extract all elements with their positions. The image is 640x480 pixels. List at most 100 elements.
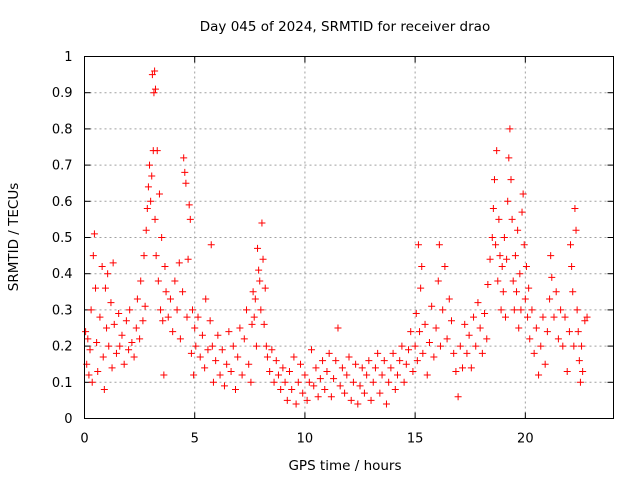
data-point <box>98 262 106 270</box>
data-point <box>323 367 331 375</box>
data-point <box>474 299 482 307</box>
data-point <box>179 288 187 296</box>
y-tick-label: 0.8 <box>52 122 73 137</box>
data-point <box>557 306 565 314</box>
data-point <box>484 281 492 289</box>
data-point <box>255 266 263 274</box>
data-point <box>128 338 136 346</box>
data-point <box>369 378 377 386</box>
data-point <box>254 244 262 252</box>
data-point <box>501 313 509 321</box>
data-point <box>96 313 104 321</box>
x-tick-labels: 0 5 10 15 20 <box>80 432 533 447</box>
data-point <box>214 331 222 339</box>
data-point <box>492 241 500 249</box>
data-point <box>570 342 578 350</box>
data-point <box>387 364 395 372</box>
data-point <box>371 364 379 372</box>
data-point <box>454 393 462 401</box>
data-point <box>223 360 231 368</box>
data-point <box>400 378 408 386</box>
data-point <box>142 226 150 234</box>
x-axis-label: GPS time / hours <box>288 458 401 474</box>
data-point <box>547 252 555 260</box>
data-point <box>579 367 587 375</box>
data-point <box>573 306 581 314</box>
data-point <box>583 313 591 321</box>
data-point <box>268 346 276 354</box>
data-point <box>154 277 162 285</box>
data-point <box>297 360 305 368</box>
data-point <box>343 371 351 379</box>
data-point <box>183 313 191 321</box>
data-point <box>434 277 442 285</box>
data-point <box>550 313 558 321</box>
data-point <box>498 262 506 270</box>
data-point <box>413 357 421 365</box>
data-point <box>305 378 313 386</box>
data-point <box>139 317 147 325</box>
data-point <box>208 342 216 350</box>
data-point <box>216 371 224 379</box>
data-point <box>301 371 309 379</box>
data-point <box>243 306 251 314</box>
data-point <box>251 295 259 303</box>
data-point <box>345 353 353 361</box>
data-point <box>288 386 296 394</box>
data-point <box>184 255 192 263</box>
data-point <box>100 386 108 394</box>
data-point <box>176 335 184 343</box>
data-point <box>510 306 518 314</box>
data-point <box>116 342 124 350</box>
data-point <box>495 215 503 223</box>
data-point <box>463 349 471 357</box>
data-point <box>191 324 199 332</box>
data-point <box>290 353 298 361</box>
data-point <box>229 342 237 350</box>
data-point <box>118 331 126 339</box>
data-point <box>87 306 95 314</box>
data-point <box>159 317 167 325</box>
data-point <box>182 179 190 187</box>
data-point <box>378 371 386 379</box>
data-point <box>409 367 417 375</box>
data-point <box>352 360 360 368</box>
data-point <box>418 262 426 270</box>
data-point <box>374 349 382 357</box>
data-point <box>518 208 526 216</box>
data-point <box>231 386 239 394</box>
data-point <box>511 252 519 260</box>
data-point <box>319 357 327 365</box>
data-point <box>281 378 289 386</box>
data-point <box>151 67 159 75</box>
data-point <box>155 190 163 198</box>
data-point <box>262 342 270 350</box>
y-tick-label: 0.1 <box>52 376 73 391</box>
data-point <box>421 320 429 328</box>
data-point <box>578 342 586 350</box>
data-point <box>86 346 94 354</box>
data-point <box>443 335 451 343</box>
data-point <box>225 328 233 336</box>
data-point <box>171 277 179 285</box>
data-point <box>316 375 324 383</box>
data-point <box>180 154 188 162</box>
data-point <box>439 306 447 314</box>
data-point <box>559 342 567 350</box>
data-point <box>486 255 494 263</box>
data-point <box>521 295 529 303</box>
data-point <box>416 328 424 336</box>
data-point <box>481 310 489 318</box>
data-point <box>196 353 204 361</box>
data-point <box>299 389 307 397</box>
data-point <box>530 349 538 357</box>
data-point <box>363 371 371 379</box>
data-point <box>461 320 469 328</box>
data-point <box>109 259 117 267</box>
data-point <box>258 219 266 227</box>
data-point <box>525 284 533 292</box>
data-point <box>519 190 527 198</box>
x-tick-label: 10 <box>297 432 314 447</box>
data-point <box>543 328 551 336</box>
